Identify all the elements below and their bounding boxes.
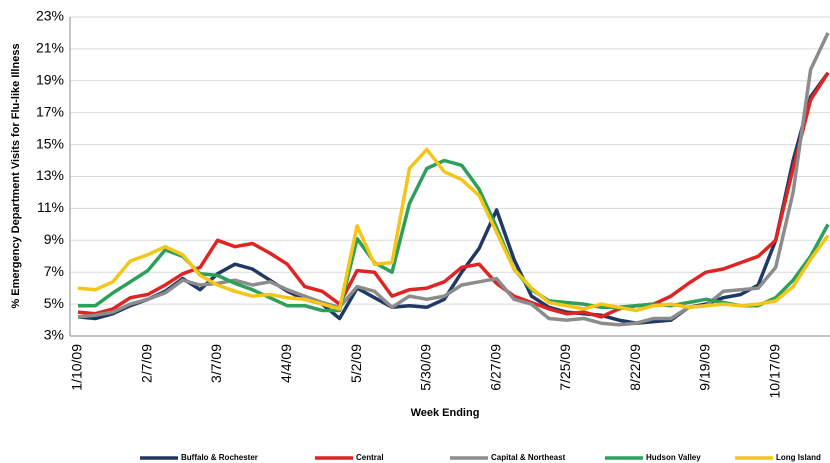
y-tick-label: 3% [44,327,64,343]
x-axis-title: Week Ending [411,407,480,419]
legend: Buffalo & Rochester Central Capital & Nort… [140,453,821,462]
series-line [77,71,830,319]
x-tick-label: 9/19/09 [697,344,713,391]
legend-label: Hudson Valley [646,453,701,462]
grid: 3% 5% 7% 9% 11% 13% 15% 17% 19% 21% 23% 1/10/09 2/7/… [36,8,830,399]
legend-label: Buffalo & Rochester [181,453,258,462]
x-tick-label: 3/7/09 [208,344,224,383]
x-tick-label: 6/27/09 [487,344,503,391]
series-line [77,71,830,325]
x-tick-label: 5/2/09 [348,344,364,383]
y-tick-label: 21% [36,40,64,56]
legend-label: Long Island [776,453,821,462]
y-tick-label: 17% [36,103,64,119]
legend-label: Central [356,453,384,462]
y-tick-label: 15% [36,135,64,151]
plot-lines [77,32,830,327]
series-line [77,147,830,313]
y-tick-label: 13% [36,167,64,183]
series-line [77,32,830,327]
y-tick-label: 19% [36,72,64,88]
y-tick-label: 11% [37,199,64,215]
y-tick-label: 23% [36,8,64,24]
y-axis-title: % Emergency Department Visits for Flu-li… [10,43,22,308]
legend-label: Capital & Northeast [491,453,566,462]
x-tick-label: 7/25/09 [557,344,573,391]
y-tick-label: 9% [44,231,64,247]
x-tick-label: 8/22/09 [627,344,643,391]
x-tick-label: 5/30/09 [418,344,434,391]
x-tick-label: 10/17/09 [766,344,782,399]
series-line [78,158,830,313]
x-tick-label: 1/10/09 [69,344,85,391]
x-tick-label: 2/7/09 [138,344,154,383]
x-tick-label: 4/4/09 [278,344,294,383]
y-tick-label: 7% [44,263,64,279]
y-tick-label: 5% [44,295,64,311]
